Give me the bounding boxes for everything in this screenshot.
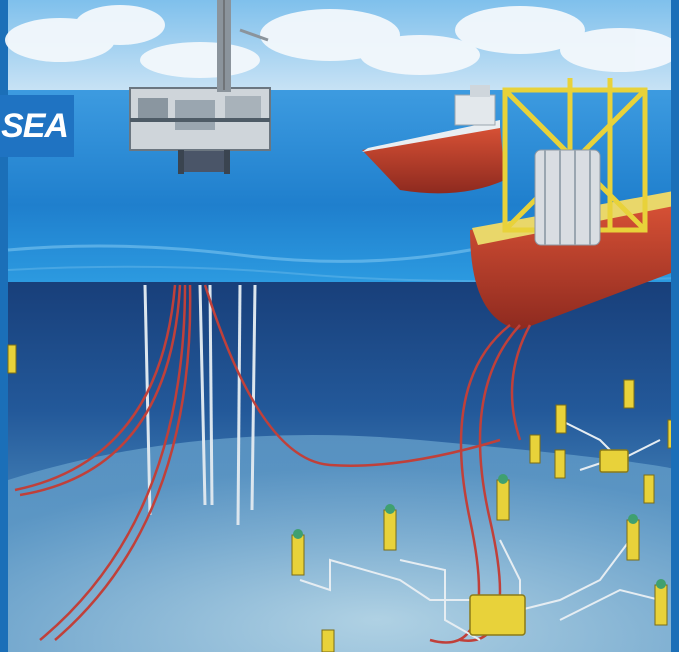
seabed — [8, 435, 679, 652]
tree-caps — [293, 474, 666, 589]
shuttle-tanker — [362, 85, 505, 194]
overlay-label-box: SEA — [0, 95, 74, 157]
overlay-label-text: SEA — [1, 107, 69, 145]
frame-right-strip — [671, 0, 679, 652]
fixed-platform — [129, 0, 271, 174]
subsea-manifolds — [469, 449, 629, 636]
platform-risers — [143, 284, 257, 526]
fpso-vessel — [470, 78, 679, 330]
